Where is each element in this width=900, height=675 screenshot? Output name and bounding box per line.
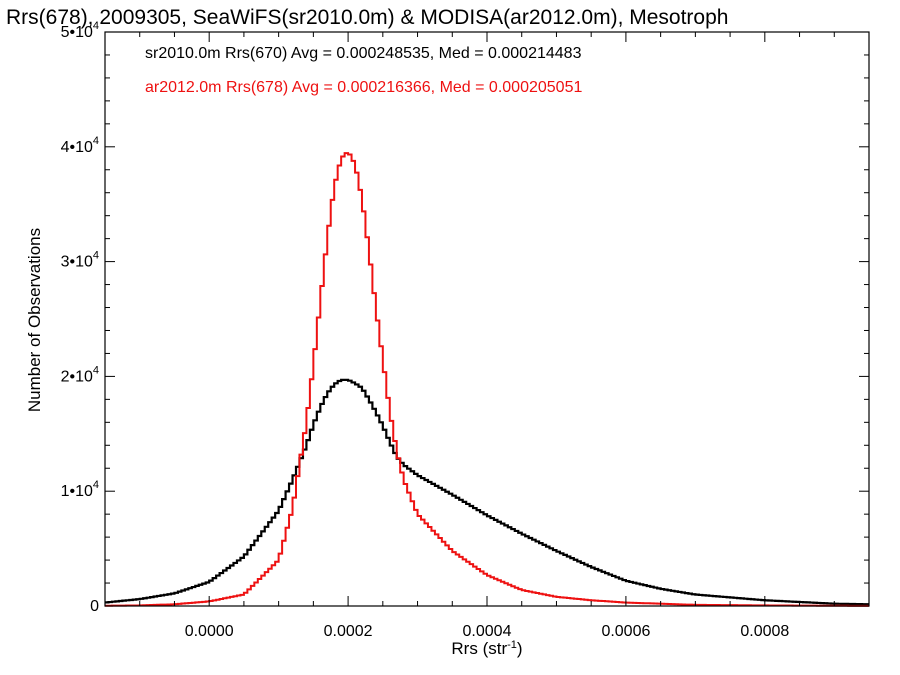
- y-tick-label: 1•104: [61, 479, 99, 500]
- y-tick-label: 4•104: [61, 135, 99, 156]
- x-axis-label: Rrs (str-1): [451, 639, 522, 658]
- y-tick-label: 3•104: [61, 250, 99, 271]
- ticks-layer: 0.0000 0.0002 0.0004 0.0006 0.0008 0 1•104 2•10…: [61, 20, 870, 640]
- series-line-1: [105, 152, 869, 607]
- y-tick-label: 2•104: [61, 364, 99, 385]
- plot-frame: [104, 31, 870, 607]
- x-tick-label: 0.0006: [601, 623, 650, 640]
- y-tick-label: 5•104: [61, 20, 99, 41]
- x-tick-label: 0.0002: [324, 623, 373, 640]
- x-tick-label: 0.0004: [463, 623, 512, 640]
- series-line-0: [105, 378, 869, 606]
- annotation-ar2012: ar2012.0m Rrs(678) Avg = 0.000216366, Me…: [145, 79, 582, 96]
- y-tick-label: 0: [90, 598, 99, 615]
- x-tick-label: 0.0008: [740, 623, 789, 640]
- x-tick-label: 0.0000: [185, 623, 234, 640]
- annotation-sr2010: sr2010.0m Rrs(670) Avg = 0.000248535, Me…: [145, 45, 582, 62]
- series-layer: [105, 152, 869, 607]
- y-axis-label: Number of Observations: [25, 228, 44, 412]
- chart-title: Rrs(678), 2009305, SeaWiFS(sr2010.0m) & …: [6, 6, 728, 29]
